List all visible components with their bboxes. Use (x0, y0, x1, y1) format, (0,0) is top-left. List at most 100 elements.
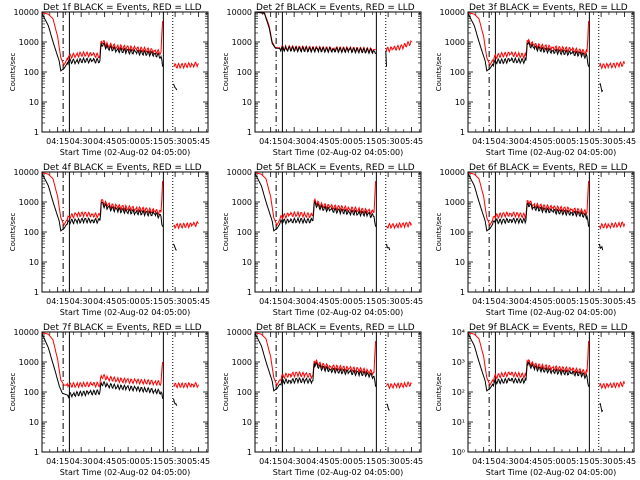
y-tick-label: 10⁴ (452, 328, 465, 337)
y-axis-label: Counts/sec (435, 213, 443, 252)
y-tick-label: 1000 (445, 38, 465, 47)
panel-det-6: Det 6f BLACK = Events, RED = LLD Counts/s… (435, 163, 636, 317)
y-tick-label: 1 (247, 128, 252, 137)
series-events-line (599, 83, 604, 93)
x-tick-label: 04:15 (46, 297, 69, 306)
panel-title: Det 1f BLACK = Events, RED = LLD (43, 3, 202, 13)
panel-det-1: Det 1f BLACK = Events, RED = LLD Counts/s… (9, 3, 210, 157)
x-tick-label: 05:15 (353, 137, 376, 146)
x-tick-label: 04:30 (70, 137, 93, 146)
series-events-line (42, 173, 164, 232)
panel-det-5: Det 5f BLACK = Events, RED = LLD Counts/s… (222, 163, 423, 317)
x-tick-label: 05:45 (400, 457, 423, 466)
x-tick-label: 05:30 (377, 137, 400, 146)
x-tick-label: 04:45 (519, 457, 542, 466)
x-tick-label: 04:30 (283, 457, 306, 466)
x-tick-label: 04:15 (472, 457, 495, 466)
x-tick-label: 05:45 (187, 457, 210, 466)
panel-title: Det 6f BLACK = Events, RED = LLD (469, 163, 628, 173)
plot-frame (467, 11, 635, 133)
y-tick-label: 1 (460, 128, 465, 137)
x-tick-label: 04:45 (519, 137, 542, 146)
x-tick-label: 04:45 (519, 297, 542, 306)
y-tick-label: 100 (237, 228, 252, 237)
series-events-line (599, 403, 604, 413)
x-tick-label: 05:45 (613, 137, 636, 146)
x-tick-label: 05:30 (164, 137, 187, 146)
x-tick-label: 05:45 (613, 457, 636, 466)
x-axis-label: Start Time (02-Aug-02 04:05:00) (60, 468, 191, 477)
x-tick-label: 05:00 (330, 457, 353, 466)
x-tick-label: 05:30 (164, 457, 187, 466)
y-tick-label: 10 (29, 418, 39, 427)
y-tick-label: 1 (34, 448, 39, 457)
x-tick-label: 05:15 (566, 457, 589, 466)
x-tick-label: 04:15 (472, 297, 495, 306)
panel-title: Det 2f BLACK = Events, RED = LLD (256, 3, 415, 13)
x-tick-label: 05:45 (187, 137, 210, 146)
y-tick-label: 10000 (14, 8, 39, 17)
x-tick-label: 05:30 (590, 297, 613, 306)
panel-det-9: Det 9f BLACK = Events, RED = LLD Counts/s… (435, 323, 636, 477)
y-axis-label: Counts/sec (435, 373, 443, 412)
series-lld-line (42, 12, 164, 67)
x-tick-label: 04:30 (496, 137, 519, 146)
y-tick-label: 100 (24, 228, 39, 237)
panel-det-7: Det 7f BLACK = Events, RED = LLD Counts/s… (9, 323, 210, 477)
series-lld-line (42, 172, 164, 227)
x-tick-label: 05:45 (400, 297, 423, 306)
series-lld-line (173, 220, 199, 230)
series-events-line (468, 13, 590, 72)
y-tick-label: 100 (450, 228, 465, 237)
x-tick-label: 04:45 (93, 137, 116, 146)
y-tick-label: 1000 (232, 38, 252, 47)
plot-frame (254, 331, 422, 453)
x-tick-label: 04:45 (93, 457, 116, 466)
y-tick-label: 1 (247, 448, 252, 457)
panel-det-2: Det 2f BLACK = Events, RED = LLD Counts/s… (222, 3, 423, 157)
x-axis-label: Start Time (02-Aug-02 04:05:00) (273, 468, 404, 477)
y-tick-label: 10 (242, 418, 252, 427)
series-events-line (468, 333, 590, 392)
x-tick-label: 05:30 (590, 137, 613, 146)
series-lld-line (599, 221, 626, 231)
x-tick-label: 05:00 (330, 297, 353, 306)
x-tick-label: 05:15 (566, 137, 589, 146)
x-tick-label: 05:00 (117, 137, 140, 146)
series-events-line (468, 173, 590, 232)
plot-frame (41, 331, 209, 453)
panel-title: Det 5f BLACK = Events, RED = LLD (256, 163, 415, 173)
series-events-line (173, 398, 178, 406)
y-tick-label: 1 (460, 288, 465, 297)
x-tick-label: 05:30 (164, 297, 187, 306)
series-events-line (386, 403, 390, 411)
series-lld-line (468, 12, 590, 67)
y-tick-label: 10⁰ (452, 448, 465, 457)
y-axis-label: Counts/sec (9, 373, 17, 412)
y-tick-label: 1 (34, 128, 39, 137)
x-axis-label: Start Time (02-Aug-02 04:05:00) (486, 148, 617, 157)
y-tick-label: 1000 (232, 198, 252, 207)
x-tick-label: 04:15 (46, 457, 69, 466)
x-tick-label: 04:45 (93, 297, 116, 306)
y-axis-label: Counts/sec (9, 213, 17, 252)
y-tick-label: 100 (24, 68, 39, 77)
x-axis-label: Start Time (02-Aug-02 04:05:00) (486, 468, 617, 477)
y-tick-label: 100 (24, 388, 39, 397)
plot-frame (467, 331, 635, 453)
x-tick-label: 04:30 (283, 297, 306, 306)
y-tick-label: 10 (455, 258, 465, 267)
series-lld-line (42, 332, 164, 389)
x-tick-label: 05:15 (353, 457, 376, 466)
y-tick-label: 10 (242, 98, 252, 107)
x-tick-label: 04:45 (306, 457, 329, 466)
series-lld-line (173, 381, 200, 390)
y-axis-label: Counts/sec (222, 373, 230, 412)
y-tick-label: 100 (450, 68, 465, 77)
series-events-line (173, 83, 178, 91)
x-tick-label: 05:15 (140, 457, 163, 466)
y-axis-label: Counts/sec (435, 53, 443, 92)
y-axis-label: Counts/sec (9, 53, 17, 92)
y-tick-label: 10000 (14, 328, 39, 337)
y-tick-label: 10000 (227, 8, 252, 17)
